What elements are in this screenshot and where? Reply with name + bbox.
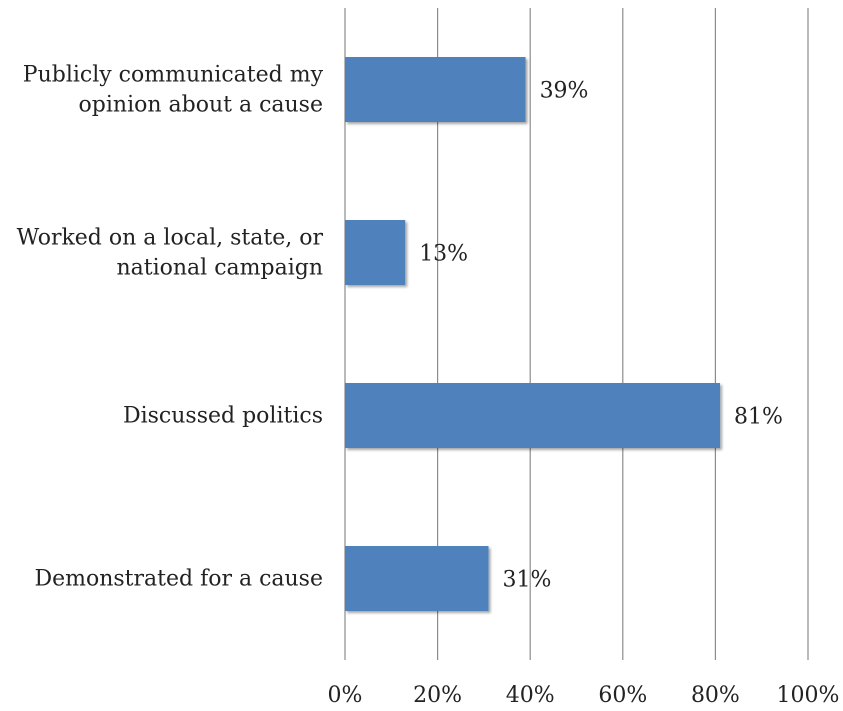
- data-label: 31%: [503, 568, 552, 593]
- data-label: 81%: [734, 405, 783, 430]
- category-label-line: Discussed politics: [123, 404, 323, 429]
- category-label: Demonstrated for a cause: [34, 567, 323, 592]
- data-labels: 39% 13% 81% 31%: [419, 79, 783, 593]
- data-label: 13%: [419, 242, 468, 267]
- x-tick-label: 80%: [691, 683, 740, 707]
- bars: [345, 57, 721, 611]
- category-label: Discussed politics: [123, 404, 323, 429]
- category-label-line: Demonstrated for a cause: [34, 567, 323, 592]
- bar: [345, 383, 721, 448]
- x-tick-label: 20%: [413, 683, 462, 707]
- category-label-line: Worked on a local, state, or: [17, 226, 324, 251]
- x-axis-tick-labels: 0% 20% 40% 60% 80% 100%: [328, 683, 840, 708]
- x-tick-label: 40%: [506, 683, 555, 707]
- category-labels: Publicly communicated my opinion about a …: [17, 63, 324, 592]
- bar: [345, 546, 489, 611]
- x-tick-label: 60%: [598, 683, 647, 707]
- bar: [345, 57, 526, 122]
- data-label: 39%: [540, 79, 589, 104]
- category-label: Worked on a local, state, or national cam…: [17, 226, 324, 281]
- category-label-line: national campaign: [116, 256, 323, 281]
- x-tick-label: 0%: [328, 683, 363, 707]
- category-label-line: Publicly communicated my: [23, 63, 324, 88]
- x-tick-label: 100%: [777, 683, 840, 707]
- category-label-line: opinion about a cause: [79, 93, 323, 118]
- bar: [345, 220, 406, 285]
- category-label: Publicly communicated my opinion about a …: [23, 63, 324, 118]
